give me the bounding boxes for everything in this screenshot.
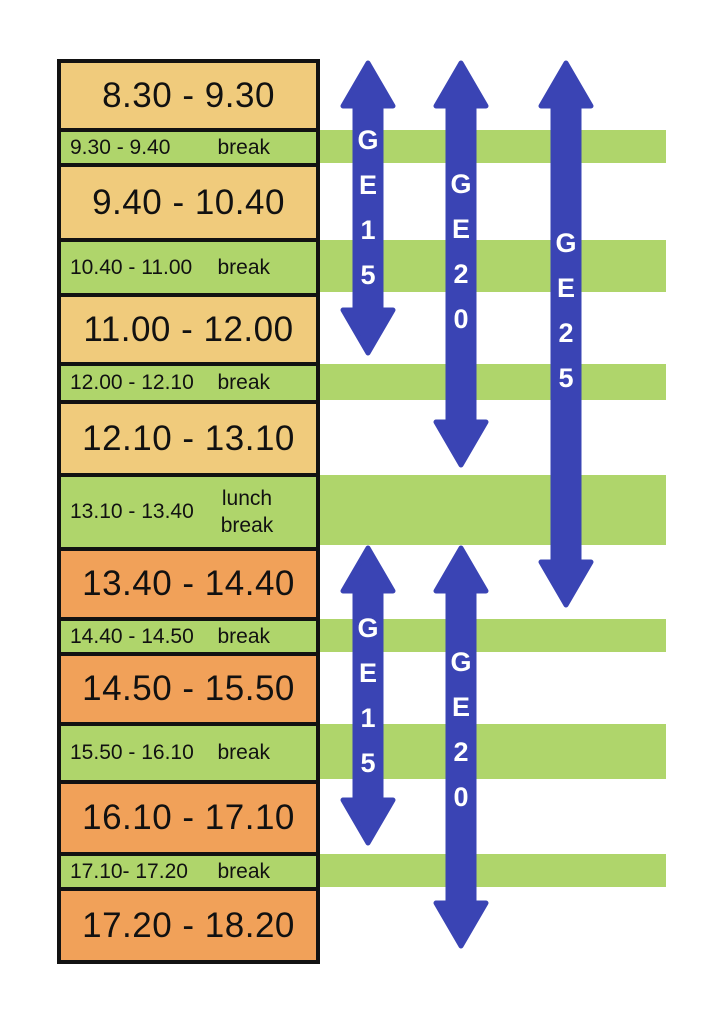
lunch-break-label: lunch break — [220, 487, 274, 537]
break-row: 17.10- 17.20 break — [57, 852, 320, 891]
break-time: 10.40 - 11.00 — [70, 255, 193, 279]
session-row: 14.50 - 15.50 — [57, 652, 320, 726]
session-row: 13.40 - 14.40 — [57, 547, 320, 621]
ge25-morning-arrow: GE25 — [537, 60, 595, 608]
session-row: 9.40 - 10.40 — [57, 163, 320, 242]
session-row: 8.30 - 9.30 — [57, 59, 320, 132]
session-row: 16.10 - 17.10 — [57, 780, 320, 856]
double-arrow-icon — [433, 545, 489, 949]
break-row: 15.50 - 16.10 break — [57, 722, 320, 784]
arrow-label: GE25 — [555, 228, 577, 393]
break-row: 14.40 - 14.50 break — [57, 617, 320, 656]
session-time: 9.40 - 10.40 — [92, 182, 285, 222]
arrow-label: GE20 — [450, 169, 472, 334]
session-time: 16.10 - 17.10 — [82, 798, 295, 837]
lunch-break-row: 13.10 - 13.40 lunch break — [57, 473, 320, 551]
break-time: 17.10- 17.20 — [70, 859, 188, 883]
break-row: 12.00 - 12.10 break — [57, 362, 320, 404]
break-time: 13.10 - 13.40 — [70, 500, 194, 523]
break-time: 12.00 - 12.10 — [70, 371, 194, 394]
session-row: 11.00 - 12.00 — [57, 293, 320, 366]
session-time: 12.10 - 13.10 — [82, 418, 295, 458]
break-band — [317, 854, 666, 887]
session-time: 8.30 - 9.30 — [102, 75, 275, 115]
arrow-label: GE20 — [450, 647, 472, 812]
ge20-afternoon-arrow: GE20 — [432, 545, 490, 949]
double-arrow-icon — [433, 60, 489, 468]
session-time: 11.00 - 12.00 — [83, 309, 294, 349]
session-row: 17.20 - 18.20 — [57, 887, 320, 964]
ge15-afternoon-arrow: GE15 — [339, 545, 397, 846]
break-row: 10.40 - 11.00 break — [57, 238, 320, 297]
session-row: 12.10 - 13.10 — [57, 400, 320, 477]
session-time: 14.50 - 15.50 — [82, 669, 295, 708]
double-arrow-icon — [340, 545, 396, 846]
break-label: break — [217, 371, 270, 394]
break-row: 9.30 - 9.40 break — [57, 128, 320, 167]
arrow-label: GE15 — [357, 125, 379, 290]
session-time: 17.20 - 18.20 — [82, 905, 295, 945]
break-band — [317, 364, 666, 400]
break-label: break — [217, 255, 270, 279]
break-time: 9.30 - 9.40 — [70, 135, 171, 159]
break-time: 14.40 - 14.50 — [70, 624, 194, 648]
double-arrow-icon — [538, 60, 594, 608]
lunch-break-band — [317, 475, 666, 545]
break-label: break — [217, 859, 270, 883]
arrow-label: GE15 — [357, 612, 379, 778]
double-arrow-icon — [340, 60, 396, 356]
break-label: break — [217, 135, 270, 159]
session-time: 13.40 - 14.40 — [82, 564, 295, 603]
break-label: break — [217, 741, 270, 764]
ge20-morning-arrow: GE20 — [432, 60, 490, 468]
break-time: 15.50 - 16.10 — [70, 741, 194, 764]
ge15-morning-arrow: GE15 — [339, 60, 397, 356]
break-label: break — [217, 624, 270, 648]
